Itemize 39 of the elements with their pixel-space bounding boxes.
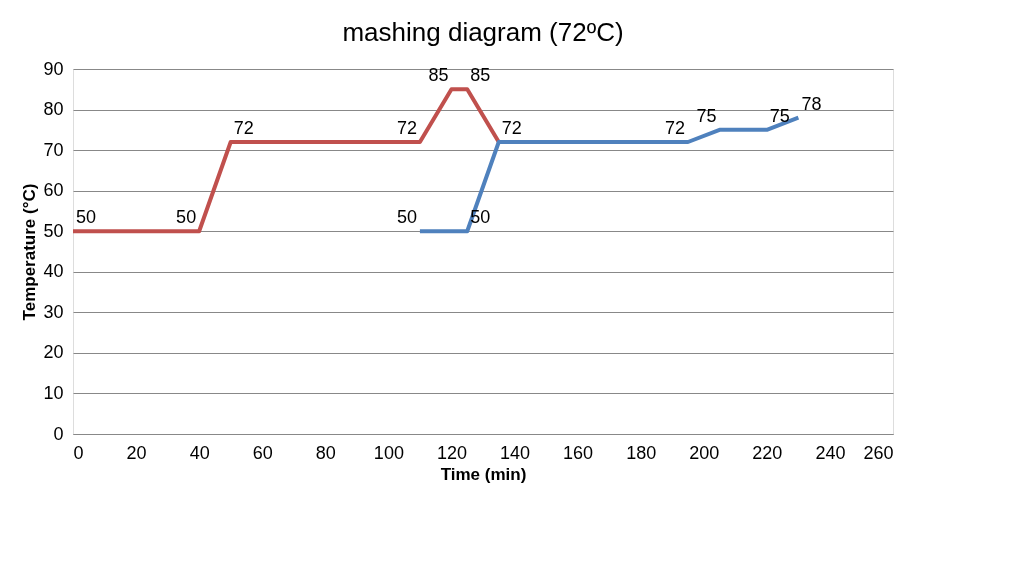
data-label: 85 bbox=[470, 65, 491, 86]
x-tick-label: 20 bbox=[126, 442, 147, 463]
data-label: 85 bbox=[428, 65, 449, 86]
x-tick-label: 180 bbox=[626, 442, 657, 463]
data-label: 75 bbox=[696, 105, 717, 126]
x-tick-label: 240 bbox=[815, 442, 846, 463]
y-tick-label: 30 bbox=[43, 301, 64, 322]
data-label: 78 bbox=[801, 93, 822, 114]
x-tick-label: 220 bbox=[752, 442, 783, 463]
data-label: 72 bbox=[233, 118, 254, 138]
x-tick-label: 140 bbox=[500, 442, 531, 463]
x-tick-label: 80 bbox=[315, 442, 336, 463]
x-tick-label: 0 bbox=[73, 442, 84, 463]
data-label: 75 bbox=[769, 105, 790, 126]
y-axis-title: Temperature (°C) bbox=[20, 183, 40, 321]
x-tick-label: 60 bbox=[252, 442, 273, 463]
x-tick-label: 40 bbox=[189, 442, 210, 463]
y-tick-label: 10 bbox=[43, 382, 64, 403]
data-label: 50 bbox=[176, 207, 197, 228]
data-label: 72 bbox=[396, 118, 417, 138]
data-label: 50 bbox=[76, 207, 97, 228]
x-tick-label: 120 bbox=[436, 442, 467, 463]
y-tick-label: 70 bbox=[43, 139, 64, 160]
x-tick-label: 200 bbox=[689, 442, 720, 463]
y-tick-label: 90 bbox=[43, 58, 64, 79]
y-tick-label: 80 bbox=[43, 99, 64, 120]
data-label: 72 bbox=[501, 118, 522, 138]
x-tick-label: 160 bbox=[563, 442, 594, 463]
y-tick-label: 20 bbox=[43, 342, 64, 363]
x-tick-label: 260 bbox=[863, 442, 894, 463]
chart-title: mashing diagram (72ºC) bbox=[342, 17, 624, 47]
y-tick-label: 50 bbox=[43, 220, 64, 241]
data-label: 50 bbox=[396, 207, 417, 228]
y-tick-label: 60 bbox=[43, 180, 64, 201]
data-label: 72 bbox=[664, 118, 685, 138]
y-tick-label: 40 bbox=[43, 261, 64, 282]
x-axis-title: Time (min) bbox=[440, 464, 527, 484]
y-tick-label: 0 bbox=[53, 423, 64, 444]
x-tick-label: 100 bbox=[373, 442, 404, 463]
